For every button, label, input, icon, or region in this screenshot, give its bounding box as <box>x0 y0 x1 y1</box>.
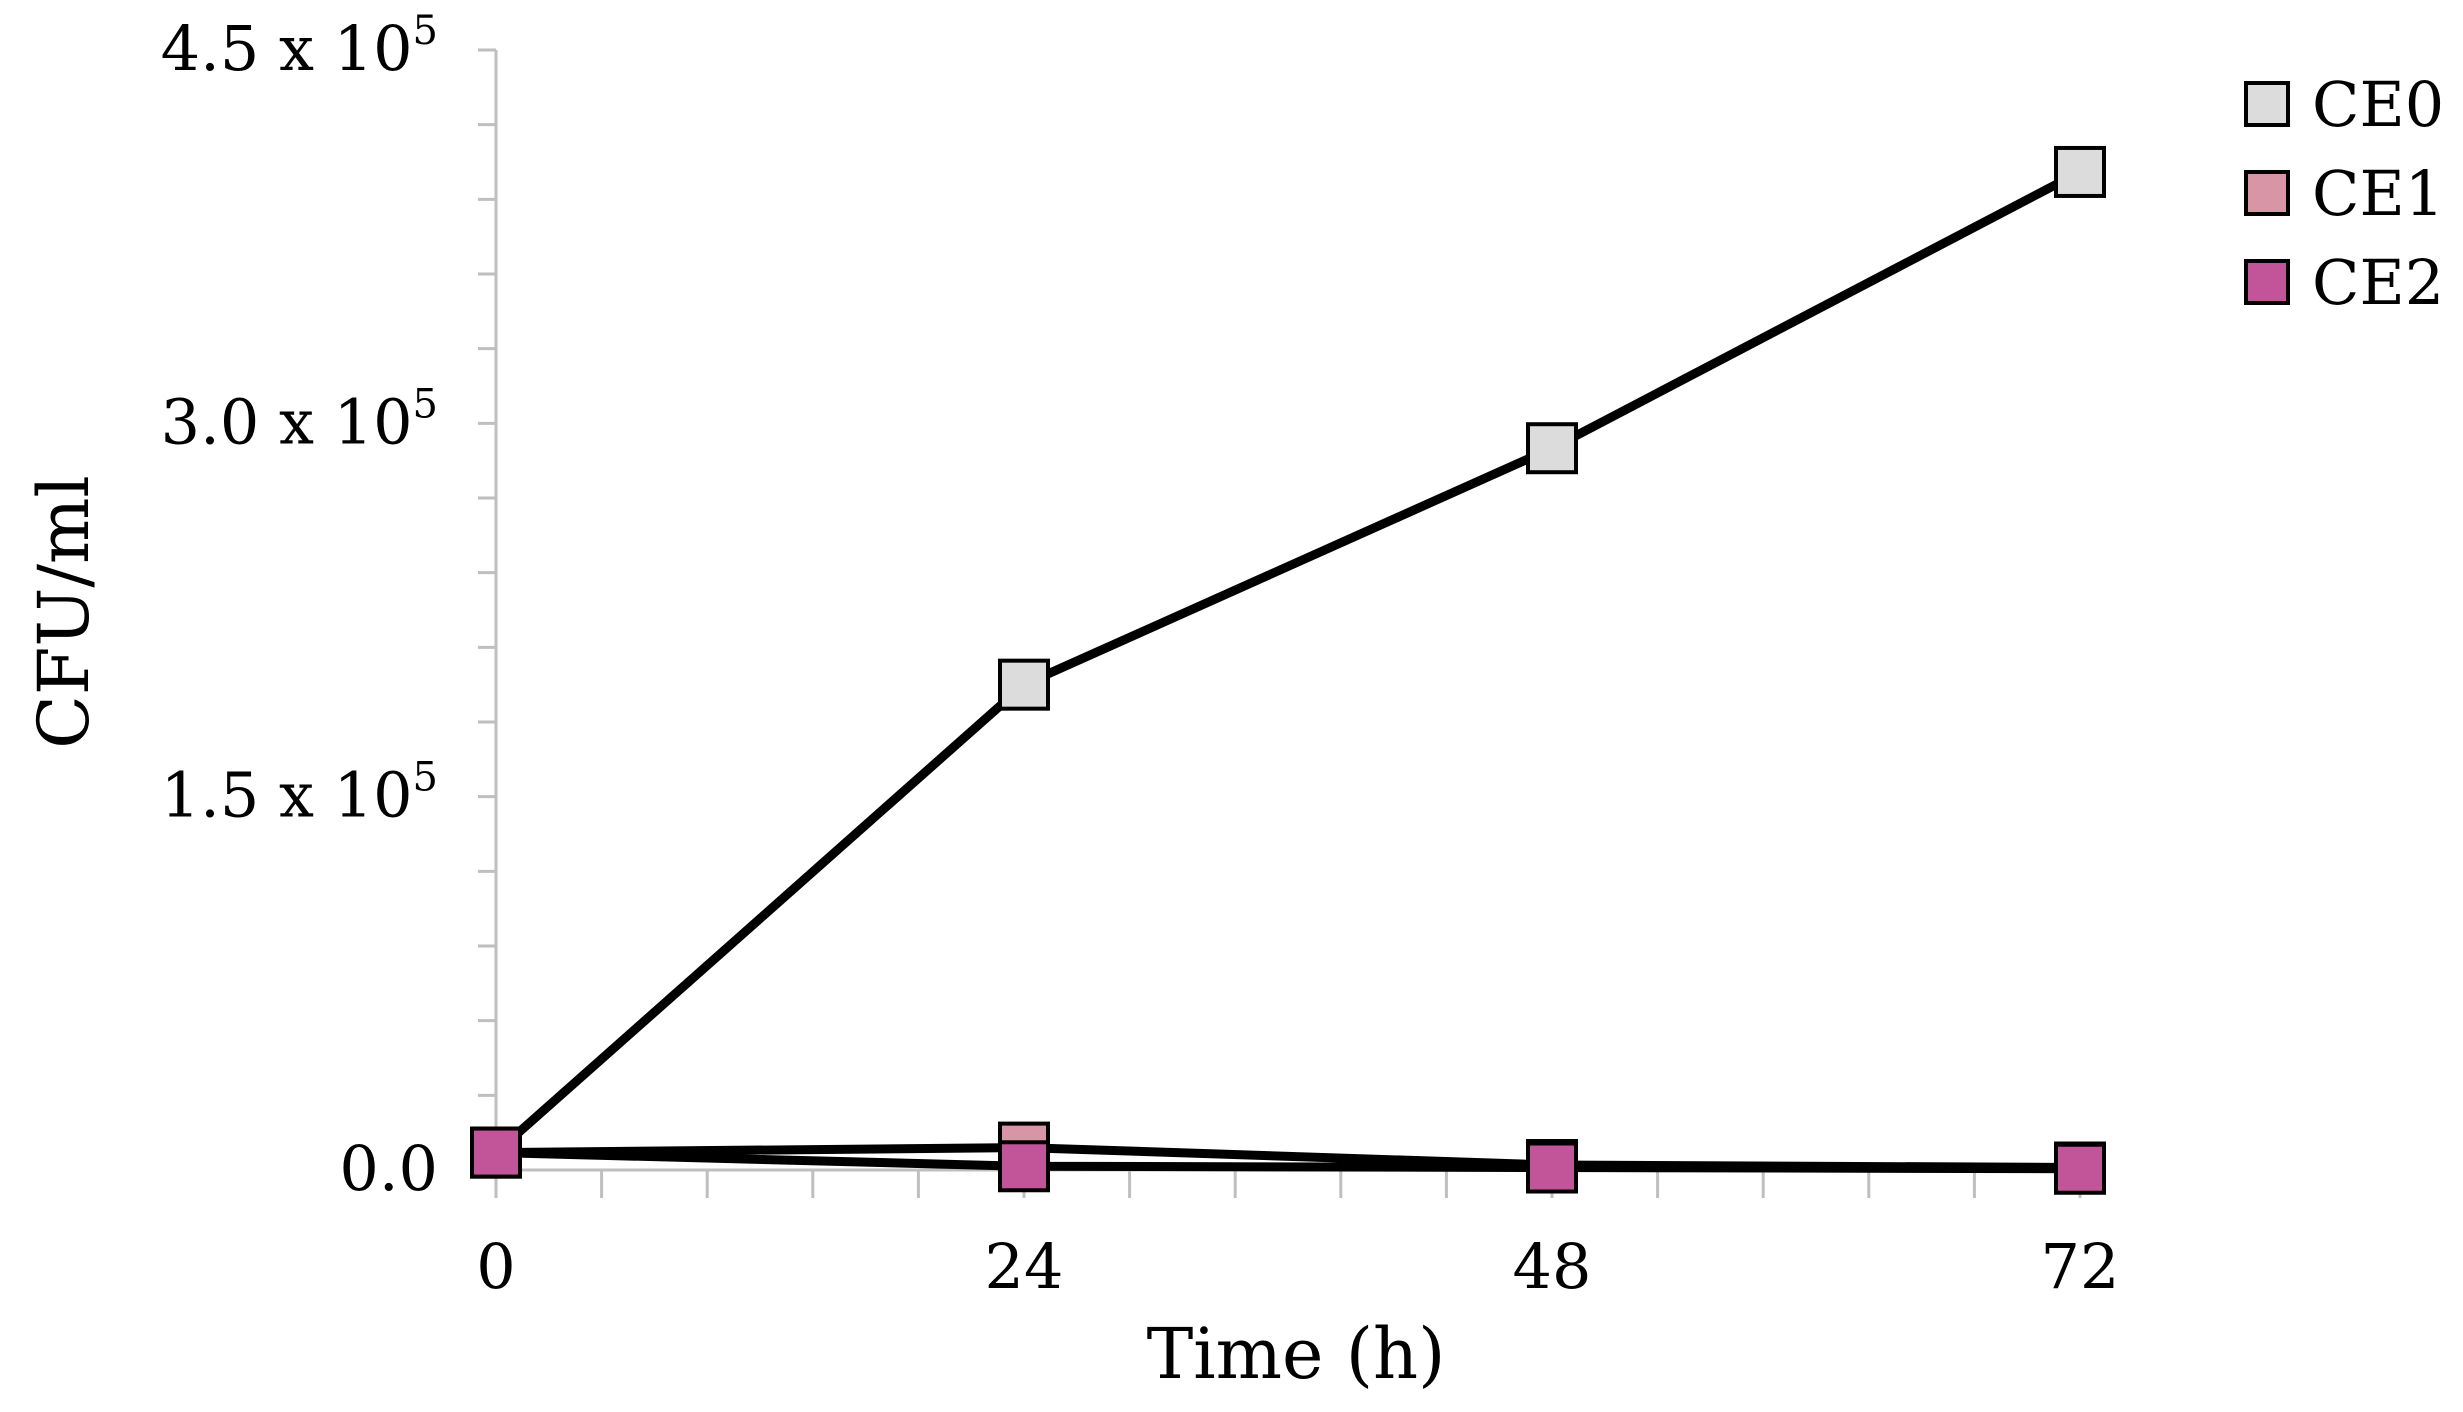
legend-label-ce2: CE2 <box>2312 246 2444 319</box>
marker-ce0 <box>2054 145 2106 198</box>
legend-swatch-ce2 <box>2244 259 2290 305</box>
legend-label-ce0: CE0 <box>2312 68 2444 141</box>
x-axis: 0 24 48 72 <box>476 1168 2120 1303</box>
marker-ce2 <box>1526 1141 1578 1194</box>
y-tick-label: 1.5 x 105 <box>161 755 438 832</box>
x-axis-title: Time (h) <box>1147 1313 1446 1395</box>
x-tick-label: 24 <box>985 1230 1064 1303</box>
legend-swatch-ce0 <box>2244 81 2290 127</box>
legend-label-ce1: CE1 <box>2312 157 2444 230</box>
series-line-ce0 <box>491 167 2085 1158</box>
y-axis: 0.0 1.5 x 105 3.0 x 105 4.5 x 105 <box>161 8 498 1205</box>
legend-swatch-ce1 <box>2244 170 2290 216</box>
legend: CE0 CE1 CE2 <box>2244 68 2444 319</box>
marker-ce0 <box>1526 422 1578 475</box>
series-line-ce1 <box>491 1143 2085 1173</box>
x-tick-label: 48 <box>1513 1230 1592 1303</box>
y-tick-label: 0.0 <box>339 1132 438 1205</box>
marker-ce0 <box>998 658 1050 711</box>
marker-ce2 <box>470 1126 522 1179</box>
y-tick-label: 3.0 x 105 <box>161 381 438 458</box>
marker-ce2 <box>998 1140 1050 1193</box>
y-tick-label: 4.5 x 105 <box>161 8 438 85</box>
x-tick-label: 0 <box>476 1230 515 1303</box>
series-lines <box>491 167 2085 1174</box>
x-tick-label: 72 <box>2041 1230 2120 1303</box>
series-markers <box>470 145 2106 1195</box>
y-axis-title: CFU/ml <box>23 475 105 748</box>
marker-ce2 <box>2054 1142 2106 1195</box>
